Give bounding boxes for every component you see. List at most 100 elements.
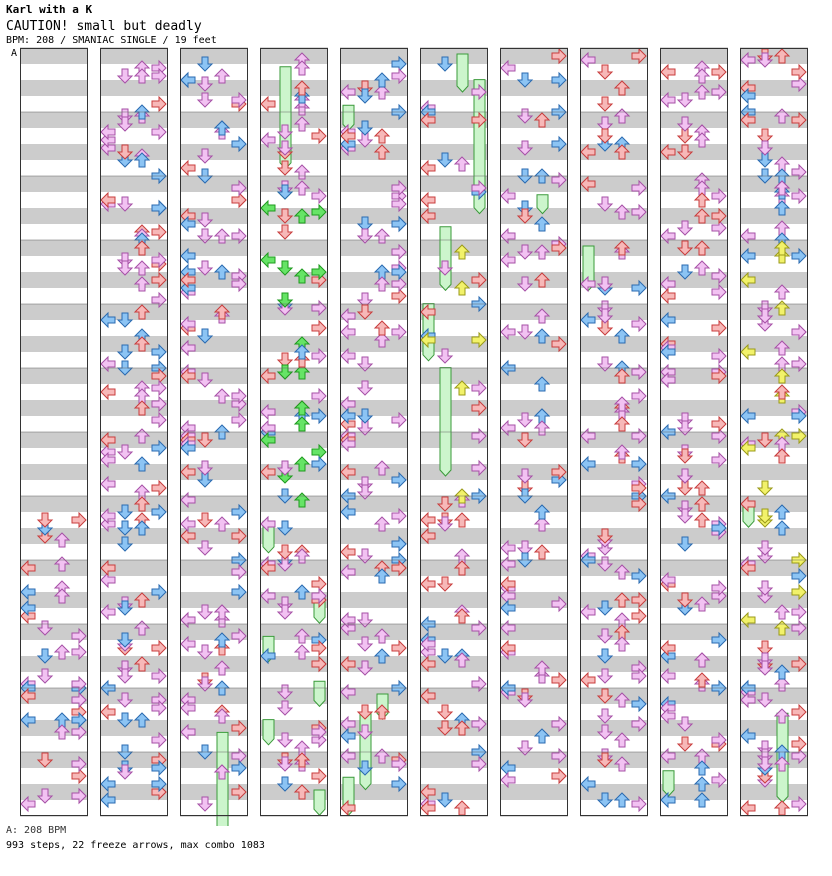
step-arrow [391,535,407,553]
step-arrow [631,607,647,625]
step-arrow [213,604,231,620]
step-arrow [740,611,756,629]
column-border [660,48,728,816]
step-arrow [133,304,151,320]
beat-stripe [180,496,248,512]
step-arrow [533,216,551,232]
step-arrow [711,187,727,205]
step-arrow [340,563,356,581]
step-arrow [151,439,167,457]
step-arrow [133,520,151,536]
step-arrow [420,783,436,801]
step-arrow [773,520,791,536]
step-arrow [533,308,551,324]
step-arrow [551,671,567,689]
step-arrow [711,631,727,649]
step-arrow [356,660,374,676]
step-arrow [276,292,294,308]
step-arrow [151,223,167,241]
step-arrow [500,419,516,437]
step-arrow [391,411,407,429]
step-arrow [180,367,196,385]
step-arrow [551,239,567,257]
beat-stripe [500,624,568,640]
step-arrow [293,548,311,564]
step-arrow [676,592,694,608]
step-arrow [660,91,676,109]
step-arrow [373,628,391,644]
step-arrow [20,711,36,729]
step-arrow [311,639,327,657]
step-arrow [453,652,471,668]
step-arrow [231,627,247,645]
beat-stripe [740,784,808,800]
step-arrow [660,639,676,657]
beat-stripe [260,720,328,736]
step-arrow [631,363,647,381]
beat-stripe [100,400,168,416]
step-arrow [420,655,436,673]
step-arrow [791,323,807,341]
step-arrow [773,180,791,196]
step-arrow [773,676,791,692]
step-arrow [100,603,116,621]
beat-stripe [340,336,408,352]
beat-stripe [420,496,488,512]
step-arrow [180,215,196,233]
beat-stripe [100,240,168,256]
step-arrow [311,347,327,365]
step-arrow [516,540,534,556]
step-arrow [36,620,54,636]
beat-stripe [180,368,248,384]
step-arrow [356,408,374,424]
beat-stripe [740,336,808,352]
step-arrow [693,792,711,808]
step-arrow [580,671,596,689]
beat-stripe [420,80,488,96]
beat-stripe [740,208,808,224]
beat-stripe [580,720,648,736]
step-arrow [151,291,167,309]
beat-stripe [740,560,808,576]
beat-stripe [420,656,488,672]
beat-stripe [340,784,408,800]
beat-stripe [340,592,408,608]
step-arrow [613,592,631,608]
step-arrow [231,719,247,737]
step-arrow [151,379,167,397]
beat-stripe [420,208,488,224]
beat-stripe [20,80,88,96]
step-arrow [340,503,356,521]
step-arrow [436,348,454,364]
step-arrow [276,544,294,560]
step-arrow [773,604,791,620]
beat-stripe [260,272,328,288]
step-arrow [420,527,436,545]
step-arrow [391,179,407,197]
step-arrow [711,83,727,101]
step-arrow [436,704,454,720]
beat-stripe [260,752,328,768]
beat-stripe [660,208,728,224]
step-arrow [151,395,167,413]
step-arrow [596,600,614,616]
step-arrow [471,427,487,445]
step-arrow [133,400,151,416]
step-arrow [453,280,471,296]
step-arrow [311,187,327,205]
step-arrow [100,311,116,329]
step-arrow [740,87,756,105]
step-arrow [391,215,407,233]
chart-column-8 [580,47,648,817]
step-arrow [100,123,116,141]
step-arrow [596,116,614,132]
step-arrow [356,612,374,628]
step-arrow [756,140,774,156]
beat-stripe [740,432,808,448]
beat-stripe [420,784,488,800]
beat-stripe [340,432,408,448]
step-chart [20,47,808,826]
step-arrow [373,72,391,88]
step-arrow [231,563,247,581]
step-arrow [116,68,134,84]
